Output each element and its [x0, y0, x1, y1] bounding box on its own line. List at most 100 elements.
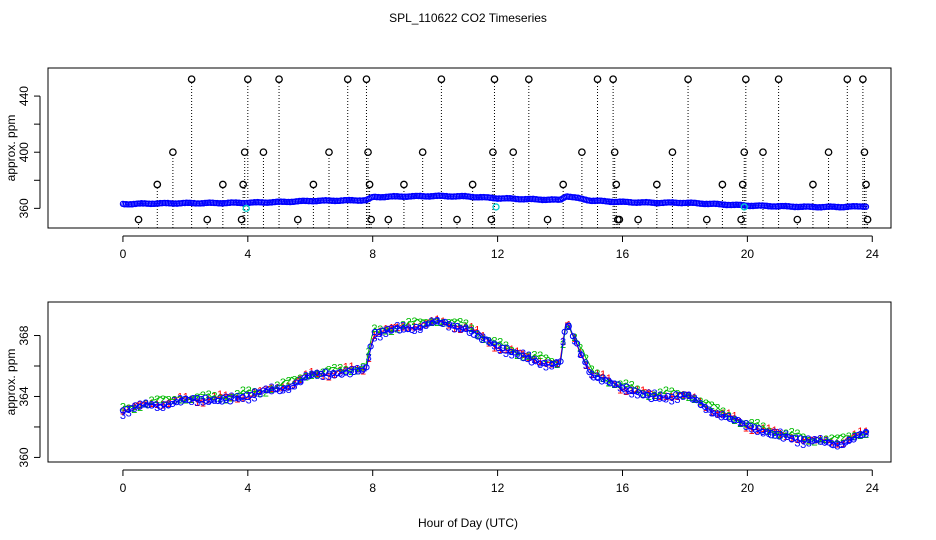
series-2-marker: 2: [137, 402, 143, 414]
mean-point: [421, 321, 428, 328]
series-3-marker: 3: [223, 392, 229, 404]
series-2-marker: 2: [457, 317, 463, 329]
mean-point: [734, 416, 742, 424]
series-3-marker: 3: [211, 395, 217, 407]
series-3-marker: 3: [629, 388, 635, 400]
top-y-tick-label: 400: [17, 142, 31, 162]
series-3-marker: 3: [343, 366, 349, 378]
series-1-marker: 1: [131, 401, 137, 413]
series-2-marker: 2: [429, 317, 435, 329]
mean-point: [507, 348, 515, 356]
mean-point: [557, 358, 564, 365]
series-3-marker: 3: [497, 345, 503, 357]
top-x-tick-label: 8: [369, 247, 376, 261]
mean-point: [627, 386, 634, 393]
mean-point: [615, 381, 622, 388]
series-3-marker: 3: [566, 321, 572, 333]
series-2-marker: 2: [274, 380, 280, 392]
mean-point: [293, 379, 300, 386]
series-3-marker: 3: [674, 394, 680, 406]
series-3-marker: 3: [509, 349, 515, 361]
mean-point: [862, 428, 870, 436]
series-1-marker: 1: [772, 425, 778, 437]
mean-point: [487, 340, 494, 347]
mean-point: [858, 432, 865, 439]
series-2-marker: 2: [206, 389, 212, 401]
mean-point: [792, 434, 799, 441]
top-axes: 0 4 8 12 16 20 24 360 400 440: [17, 86, 879, 261]
series-2-marker: 2: [537, 350, 543, 362]
outlier-point: [343, 75, 352, 84]
mean-point: [123, 405, 131, 413]
top-y-axis-label: approx. ppm: [4, 115, 18, 182]
series-2-marker: 2: [549, 357, 555, 369]
mean-point: [739, 420, 746, 427]
mean-point: [635, 389, 643, 396]
outlier-point: [578, 148, 586, 157]
series-3-marker: 3: [451, 323, 457, 335]
series-2-marker: 2: [463, 318, 469, 330]
mean-point: [445, 321, 453, 328]
mean-point: [751, 424, 758, 431]
series-2-marker: 2: [840, 432, 846, 444]
mean-point: [313, 369, 321, 376]
mean-point: [854, 432, 861, 439]
outlier-point: [612, 180, 621, 189]
mean-point: [251, 388, 259, 395]
series-3-marker: 3: [543, 361, 549, 373]
top-x-tick-label: 16: [616, 247, 630, 261]
series-2-marker: 2: [606, 377, 612, 389]
series-1-marker: 1: [274, 383, 280, 395]
mean-point: [243, 391, 250, 398]
x-axis-label: Hour of Day (UTC): [418, 516, 518, 530]
mean-point: [573, 340, 581, 347]
mean-point: [582, 359, 589, 366]
series-3-marker: 3: [320, 371, 326, 383]
mean-point: [685, 392, 692, 399]
series-1-marker: 1: [137, 400, 143, 412]
series-2-marker: 2: [331, 362, 337, 374]
outlier-point: [737, 215, 745, 224]
series-3-marker: 3: [120, 410, 126, 422]
mean-point: [425, 320, 432, 327]
outlier-point: [524, 75, 533, 84]
series-2-marker: 2: [714, 403, 720, 415]
series-2-marker: 2: [720, 406, 726, 418]
mean-point: [144, 402, 151, 409]
mean-point: [664, 393, 671, 400]
series-2-marker: 2: [131, 404, 137, 416]
series-2-marker: 2: [789, 427, 795, 439]
series-3-marker: 3: [640, 389, 646, 401]
mean-point: [503, 344, 510, 351]
mean-point: [330, 369, 337, 377]
mean-point: [276, 388, 283, 395]
outlier-point: [487, 215, 496, 224]
mean-point: [214, 397, 221, 405]
mean-point: [644, 392, 651, 399]
series-1-marker: 1: [600, 369, 606, 381]
series-3-marker: 3: [634, 390, 640, 402]
mean-point: [417, 324, 424, 331]
series-3-marker: 3: [520, 348, 526, 360]
series-2-marker: 2: [474, 329, 480, 341]
mean-point: [499, 344, 506, 352]
mean-point: [223, 396, 230, 404]
series-3-marker: 3: [703, 404, 709, 416]
mean-point: [478, 336, 486, 344]
outlier-point: [559, 180, 568, 189]
series-2-marker: 2: [863, 429, 869, 441]
mean-point: [747, 422, 754, 430]
mean-point: [280, 385, 288, 392]
top-x-tick-label: 4: [244, 247, 251, 261]
mean-point: [520, 355, 527, 362]
series-2-marker: 2: [154, 394, 160, 406]
series-1-marker: 1: [326, 371, 332, 383]
outlier-point: [738, 180, 747, 189]
outlier-point: [824, 148, 833, 157]
series-1-marker: 1: [286, 381, 292, 393]
top-panel: 0 4 8 12 16 20 24 360 400 440 approx. ppm: [4, 67, 892, 261]
mean-point: [363, 364, 370, 371]
series-3-marker: 3: [531, 354, 537, 366]
series-3-marker: 3: [354, 363, 360, 375]
series-3-marker: 3: [749, 424, 755, 436]
